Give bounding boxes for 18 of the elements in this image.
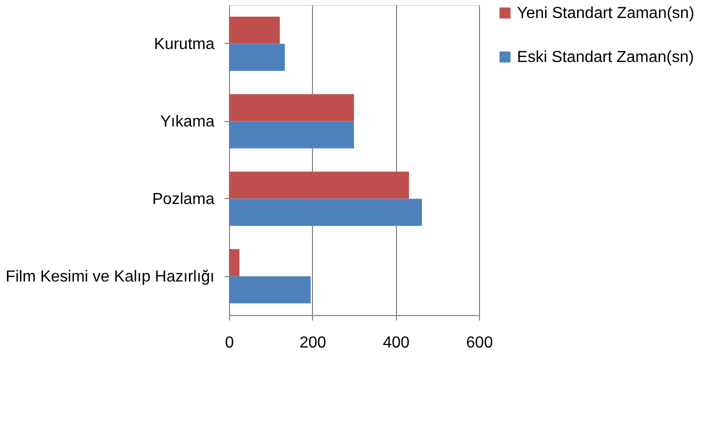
y-tick-label: Kurutma	[154, 36, 215, 53]
bar	[229, 198, 422, 226]
bar	[229, 276, 311, 304]
x-tick-label: 600	[466, 334, 493, 352]
bar	[229, 172, 409, 199]
bar	[229, 44, 285, 71]
bar	[229, 94, 354, 122]
y-tick-label: Yıkama	[160, 113, 215, 130]
bar	[229, 249, 240, 276]
bar	[229, 16, 280, 44]
y-tick-label: Pozlama	[152, 190, 215, 208]
legend-label: Yeni Standart Zaman(sn)	[517, 5, 694, 22]
x-tick-label: 0	[225, 334, 234, 352]
legend-label: Eski Standart Zaman(sn)	[517, 49, 694, 66]
y-tick-label: Film Kesimi ve Kalıp Hazırlığı	[6, 268, 214, 286]
bar	[229, 121, 354, 148]
x-tick-label: 200	[299, 334, 326, 352]
x-tick-label: 400	[382, 334, 410, 352]
